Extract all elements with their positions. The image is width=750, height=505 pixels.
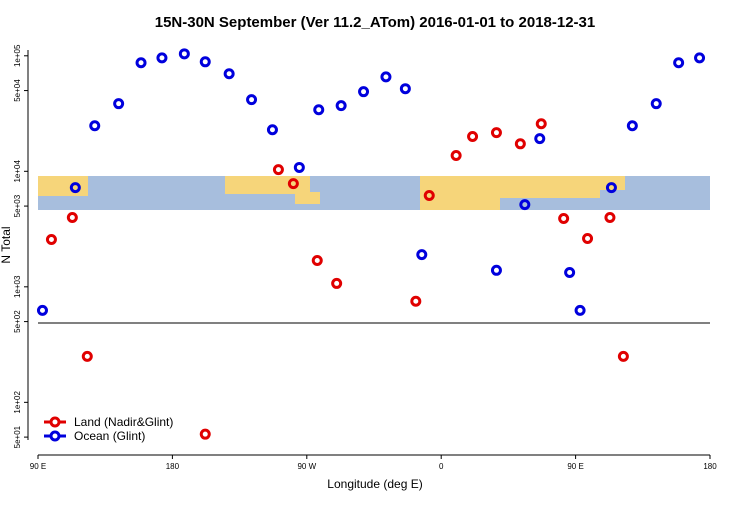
x-tick-label: 90 E: [567, 462, 583, 471]
y-axis-title: N Total: [0, 226, 13, 263]
point: [293, 161, 305, 173]
legend-label: Land (Nadir&Glint): [74, 415, 173, 429]
y-tick-label: 1e+03: [13, 275, 22, 298]
point: [135, 57, 147, 69]
point: [199, 56, 211, 68]
point: [650, 98, 662, 110]
x-tick-label: 90 E: [30, 462, 46, 471]
point: [69, 182, 81, 194]
y-tick-label: 1e+04: [13, 160, 22, 183]
x-tick-label: 90 W: [297, 462, 316, 471]
point: [287, 178, 299, 190]
point: [626, 120, 638, 132]
point: [246, 94, 258, 106]
point: [574, 304, 586, 316]
point: [178, 48, 190, 60]
point: [467, 131, 479, 143]
point: [36, 304, 48, 316]
point: [564, 267, 576, 279]
x-tick-label: 180: [703, 462, 717, 471]
point: [490, 264, 502, 276]
point: [113, 98, 125, 110]
x-tick-label: 180: [166, 462, 180, 471]
point: [45, 233, 57, 245]
point: [380, 71, 392, 83]
point: [416, 249, 428, 261]
y-tick-label: 5e+04: [13, 79, 22, 102]
y-tick-label: 1e+02: [13, 391, 22, 414]
chart-title: 15N-30N September (Ver 11.2_ATom) 2016-0…: [155, 14, 596, 31]
x-axis-title: Longitude (deg E): [327, 477, 422, 491]
point: [399, 83, 411, 95]
y-tick-label: 5e+03: [13, 194, 22, 217]
point: [335, 100, 347, 112]
point: [266, 124, 278, 136]
point: [617, 350, 629, 362]
point: [673, 57, 685, 69]
point: [450, 150, 462, 162]
map-strip: [38, 176, 710, 210]
point: [311, 254, 323, 266]
y-tick-label: 5e+02: [13, 310, 22, 333]
legend-label: Ocean (Glint): [74, 429, 145, 443]
point: [358, 86, 370, 98]
point: [313, 104, 325, 116]
y-tick-label: 5e+01: [13, 425, 22, 448]
point: [66, 212, 78, 224]
point: [272, 164, 284, 176]
point: [694, 52, 706, 64]
point: [81, 350, 93, 362]
point: [223, 68, 235, 80]
point: [89, 120, 101, 132]
y-tick-label: 1e+05: [13, 44, 22, 67]
point: [604, 212, 616, 224]
point: [423, 190, 435, 202]
point: [410, 295, 422, 307]
point: [605, 182, 617, 194]
legend-marker: [49, 430, 61, 442]
point: [490, 127, 502, 139]
legend-marker: [49, 416, 61, 428]
point: [582, 233, 594, 245]
point: [534, 133, 546, 145]
point: [514, 138, 526, 150]
point: [535, 118, 547, 130]
x-tick-label: 0: [439, 462, 444, 471]
point: [156, 52, 168, 64]
point: [519, 199, 531, 211]
point: [199, 428, 211, 440]
point: [331, 277, 343, 289]
point: [558, 213, 570, 225]
